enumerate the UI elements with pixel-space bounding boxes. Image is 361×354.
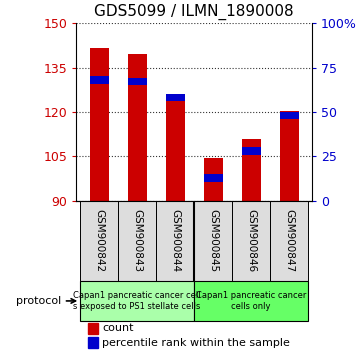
FancyBboxPatch shape bbox=[270, 201, 308, 281]
Text: GSM900842: GSM900842 bbox=[94, 209, 104, 273]
Bar bbox=[90, 76, 109, 84]
Bar bbox=[128, 78, 147, 86]
FancyBboxPatch shape bbox=[80, 201, 118, 281]
Bar bbox=[242, 147, 261, 155]
Text: GSM900846: GSM900846 bbox=[246, 209, 256, 273]
Bar bbox=[204, 174, 223, 182]
Text: Capan1 pancreatic cancer cell
s exposed to PS1 stellate cells: Capan1 pancreatic cancer cell s exposed … bbox=[73, 291, 201, 311]
FancyBboxPatch shape bbox=[80, 281, 194, 321]
Text: Capan1 pancreatic cancer
cells only: Capan1 pancreatic cancer cells only bbox=[196, 291, 306, 311]
Bar bbox=[204, 158, 223, 201]
Text: percentile rank within the sample: percentile rank within the sample bbox=[102, 338, 290, 348]
FancyBboxPatch shape bbox=[232, 201, 270, 281]
FancyBboxPatch shape bbox=[156, 201, 194, 281]
Text: GSM900845: GSM900845 bbox=[208, 209, 218, 273]
Title: GDS5099 / ILMN_1890008: GDS5099 / ILMN_1890008 bbox=[94, 4, 294, 21]
FancyBboxPatch shape bbox=[194, 281, 308, 321]
Bar bbox=[280, 110, 299, 201]
Bar bbox=[280, 112, 299, 119]
Bar bbox=[88, 337, 97, 348]
FancyBboxPatch shape bbox=[194, 201, 232, 281]
Bar bbox=[242, 139, 261, 201]
Bar bbox=[90, 48, 109, 201]
Text: GSM900847: GSM900847 bbox=[284, 209, 294, 273]
Text: GSM900843: GSM900843 bbox=[132, 209, 142, 273]
Bar bbox=[88, 323, 97, 334]
Bar bbox=[128, 54, 147, 201]
Text: protocol: protocol bbox=[16, 296, 75, 306]
Text: GSM900844: GSM900844 bbox=[170, 209, 180, 273]
FancyBboxPatch shape bbox=[118, 201, 156, 281]
Bar bbox=[166, 94, 184, 102]
Text: count: count bbox=[102, 324, 134, 333]
Bar bbox=[166, 99, 184, 201]
